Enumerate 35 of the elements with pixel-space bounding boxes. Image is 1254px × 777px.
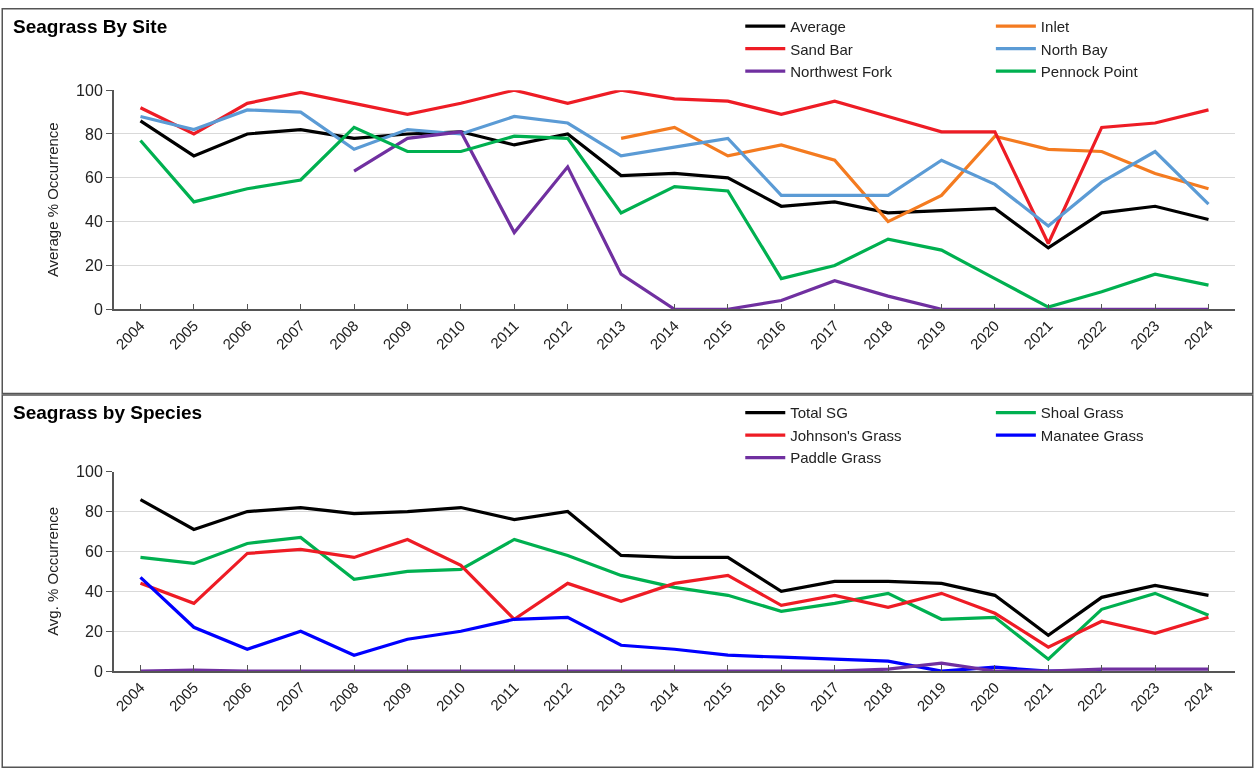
legend-label: Manatee Grass bbox=[1040, 426, 1144, 444]
legend-label: Average bbox=[790, 18, 846, 36]
y-tick-label: 100 bbox=[76, 463, 103, 481]
chart-title: Seagrass By Site bbox=[13, 16, 168, 37]
y-tick-label: 20 bbox=[85, 622, 103, 640]
y-tick-label: 100 bbox=[76, 81, 103, 99]
y-axis-title: Average % Occurrence bbox=[43, 122, 61, 278]
y-tick-label: 60 bbox=[85, 169, 103, 187]
line-series bbox=[138, 497, 1211, 637]
legend-label: Paddle Grass bbox=[790, 449, 882, 467]
line-series bbox=[138, 125, 1211, 309]
line-series bbox=[352, 130, 1211, 310]
legend-label: North Bay bbox=[1040, 40, 1109, 58]
legend-label: Sand Bar bbox=[790, 40, 853, 58]
line-series bbox=[138, 119, 1211, 250]
legend-label: Johnson's Grass bbox=[790, 426, 902, 444]
legend-label: Total SG bbox=[790, 404, 848, 422]
legend-label: Northwest Fork bbox=[790, 63, 893, 81]
y-tick-label: 40 bbox=[85, 213, 103, 231]
legend-label: Pennock Point bbox=[1040, 63, 1139, 81]
y-tick-label: 0 bbox=[93, 662, 103, 680]
line-series bbox=[138, 90, 1211, 246]
chart-title: Seagrass by Species bbox=[13, 402, 203, 423]
y-axis-title: Avg. % Occurrence bbox=[43, 506, 61, 636]
legend-label: Inlet bbox=[1040, 18, 1071, 36]
y-tick-label: 80 bbox=[85, 125, 103, 143]
line-series bbox=[619, 125, 1211, 224]
y-tick-label: 20 bbox=[85, 257, 103, 275]
y-tick-label: 80 bbox=[85, 503, 103, 521]
line-series bbox=[138, 661, 1211, 672]
y-tick-label: 40 bbox=[85, 582, 103, 600]
line-series bbox=[138, 108, 1211, 228]
legend-label: Shoal Grass bbox=[1040, 404, 1124, 422]
y-tick-label: 0 bbox=[93, 300, 103, 318]
y-tick-label: 60 bbox=[85, 543, 103, 561]
